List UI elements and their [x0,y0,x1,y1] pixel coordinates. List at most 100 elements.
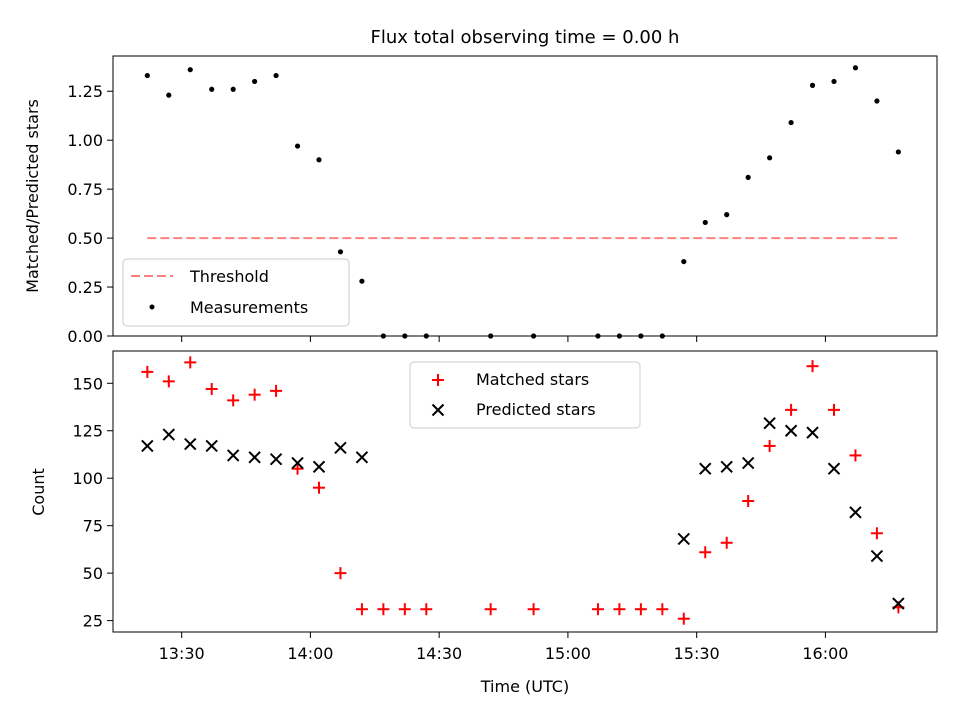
measurement-point [724,212,730,218]
count-y-ticks: 25 50 75 100 125 150 [72,374,113,631]
legend-measurements-swatch [149,304,155,310]
matched-star-point [377,603,390,616]
measurement-point [187,67,193,73]
legend-threshold-label: Threshold [189,267,269,286]
ratio-y-tick-label-2: 0.50 [67,229,103,248]
count-x-ticks: 13:30 14:00 14:30 15:00 15:30 16:00 [159,632,848,663]
matched-star-points [141,356,905,625]
matched-star-point [763,439,776,452]
measurement-point [767,155,773,161]
matched-star-point [334,567,347,580]
ratio-legend: Threshold Measurements [122,258,350,327]
predicted-star-point [870,549,884,563]
measurement-point [273,72,279,79]
count-y-tick-label-1: 50 [83,564,103,583]
matched-star-point [184,356,197,369]
matched-star-point [398,603,411,616]
x-tick-label-0: 13:30 [159,644,205,663]
matched-star-point [355,603,368,616]
matched-star-point [677,612,690,625]
matched-star-point [849,449,862,462]
x-tick-label-3: 15:00 [545,644,591,663]
predicted-star-points [141,416,905,610]
measurement-point [316,157,322,163]
ratio-legend-box [122,258,350,327]
predicted-star-point [741,456,755,470]
count-y-tick-label-5: 150 [72,374,103,393]
predicted-star-point [291,456,304,470]
matched-star-point [613,603,626,616]
legend-predicted-swatch [431,403,445,417]
measurement-point [209,86,215,92]
measurement-point [895,149,901,155]
predicted-star-point [677,532,690,546]
matched-star-point [313,481,325,494]
ratio-y-axis-label: Matched/Predicted stars [23,99,42,293]
predicted-star-point [205,439,218,453]
legend-matched-label: Matched stars [476,370,589,389]
predicted-star-point [269,453,283,466]
ratio-y-tick-label-3: 0.75 [67,180,103,199]
predicted-star-point [248,451,261,464]
ratio-y-tick-label-1: 0.25 [67,278,103,297]
predicted-star-point [312,460,326,474]
predicted-star-point [162,428,175,441]
measurement-point [337,249,344,255]
ratio-y-tick-label-5: 1.25 [67,82,103,101]
matched-star-point [270,384,283,397]
legend-matched-swatch [432,374,444,386]
ratio-panel: 0.00 0.25 0.50 0.75 1.00 1.25 Matched/Predict… [23,55,938,346]
count-legend-box [409,361,641,429]
matched-star-point [785,403,798,416]
count-plot-frame [112,350,938,633]
matched-star-point [227,394,240,407]
matched-star-point [828,403,840,416]
predicted-star-point [849,506,862,519]
matched-star-point [870,527,883,540]
legend-matched-marker [432,374,444,386]
ratio-y-tick-label-0: 0.00 [67,327,103,346]
measurement-point [874,98,880,104]
ratio-plot-frame [112,55,938,337]
matched-star-point [591,603,604,616]
ratio-x-ticks [181,336,826,342]
count-y-tick-label-2: 75 [83,517,103,536]
x-axis-label: Time (UTC) [480,677,569,696]
measurement-point [702,219,708,226]
predicted-star-point [699,462,712,475]
matched-star-point [527,603,540,616]
ratio-y-ticks: 0.00 0.25 0.50 0.75 1.00 1.25 [67,82,113,346]
matched-star-point [420,603,433,616]
count-y-tick-label-4: 125 [72,422,103,441]
measurement-point [252,78,258,85]
x-tick-label-5: 16:00 [802,644,848,663]
matched-star-point [248,388,261,401]
predicted-star-point [141,439,154,453]
measurement-point [852,65,859,71]
measurement-point [788,119,794,126]
matched-star-point [699,546,712,559]
measurement-point [745,174,751,180]
predicted-star-point [827,462,841,475]
matched-star-point [484,603,497,616]
measurement-point [294,143,301,149]
matched-star-point [742,494,755,507]
x-tick-label-1: 14:00 [287,644,333,663]
measurement-point [166,92,172,98]
count-legend: Matched stars Predicted stars [409,361,641,429]
matched-star-point [634,603,647,616]
count-y-axis-label: Count [29,468,48,516]
predicted-star-point [334,441,347,455]
matched-star-point [291,462,304,475]
matched-star-point [141,365,154,378]
predicted-star-point [355,451,369,464]
measurement-point [681,258,687,265]
measurement-point [359,278,365,284]
measurement-point [809,82,816,88]
figure-title: Flux total observing time = 0.00 h [371,27,680,48]
matched-star-point [720,536,733,549]
predicted-star-point [806,426,819,439]
legend-measurements-label: Measurements [190,298,308,317]
